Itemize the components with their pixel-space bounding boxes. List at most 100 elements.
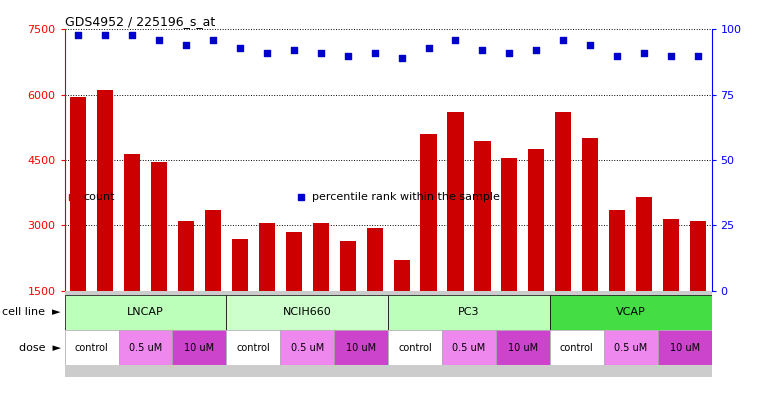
Text: 10 uM: 10 uM [508, 343, 538, 353]
Text: NCIH660: NCIH660 [283, 307, 332, 318]
Text: GSM1359777: GSM1359777 [209, 295, 218, 351]
Text: GSM1359771: GSM1359771 [693, 295, 702, 351]
Bar [582, 138, 598, 291]
Text: GSM1359764: GSM1359764 [343, 295, 352, 351]
Bar [603, 330, 658, 365]
Text: percentile rank within the sample: percentile rank within the sample [312, 191, 500, 202]
Point [153, 37, 165, 43]
Text: GSM1359780: GSM1359780 [451, 295, 460, 351]
Text: PC3: PC3 [458, 307, 479, 318]
Point [611, 52, 623, 59]
Point [234, 45, 246, 51]
Bar [388, 330, 442, 365]
Bar [232, 239, 248, 291]
Point [207, 37, 219, 43]
Text: GSM1359775: GSM1359775 [154, 295, 164, 351]
Text: 10 uM: 10 uM [346, 343, 376, 353]
Bar [97, 90, 113, 291]
Text: count: count [84, 191, 115, 202]
Text: GSM1359761: GSM1359761 [263, 295, 272, 351]
Bar [636, 197, 652, 291]
Point [396, 55, 408, 61]
Text: GSM1359763: GSM1359763 [317, 295, 325, 351]
Point [314, 50, 326, 56]
Text: GSM1359772: GSM1359772 [74, 295, 83, 351]
Bar [173, 330, 227, 365]
Text: GSM1359773: GSM1359773 [100, 295, 110, 351]
Text: GSM1359770: GSM1359770 [667, 295, 676, 351]
Bar [388, 295, 550, 330]
Bar [178, 221, 194, 291]
Bar [119, 330, 173, 365]
Text: GSM1359783: GSM1359783 [532, 295, 541, 351]
Point [72, 31, 84, 38]
Point [99, 31, 111, 38]
Bar [334, 330, 388, 365]
Bar [528, 149, 544, 291]
Text: LNCAP: LNCAP [127, 307, 164, 318]
Text: control: control [560, 343, 594, 353]
Point [450, 37, 462, 43]
Text: VCAP: VCAP [616, 307, 645, 318]
Bar [65, 330, 119, 365]
Text: control: control [237, 343, 270, 353]
Bar [690, 221, 706, 291]
Bar [663, 219, 679, 291]
Text: GSM1359767: GSM1359767 [586, 295, 595, 351]
Bar [151, 162, 167, 291]
Text: GSM1359782: GSM1359782 [505, 295, 514, 351]
Bar [124, 154, 140, 291]
Point [261, 50, 273, 56]
Text: 0.5 uM: 0.5 uM [129, 343, 162, 353]
Text: GSM1359762: GSM1359762 [289, 295, 298, 351]
Bar [65, 295, 227, 330]
Text: 0.5 uM: 0.5 uM [614, 343, 648, 353]
Text: GDS4952 / 225196_s_at: GDS4952 / 225196_s_at [65, 15, 215, 28]
Point [342, 52, 354, 59]
Point [692, 52, 704, 59]
Text: GSM1359779: GSM1359779 [424, 295, 433, 351]
Text: control: control [398, 343, 432, 353]
Text: GSM1359765: GSM1359765 [370, 295, 379, 351]
Bar [205, 210, 221, 291]
Text: GSM1359769: GSM1359769 [640, 295, 648, 351]
Bar [447, 112, 463, 291]
Text: dose  ►: dose ► [19, 343, 61, 353]
Bar [501, 158, 517, 291]
Point [584, 42, 597, 48]
Text: GSM1359768: GSM1359768 [613, 295, 622, 351]
Bar [285, 232, 302, 291]
Bar [227, 295, 388, 330]
Bar [339, 241, 356, 291]
Bar [421, 134, 437, 291]
Bar [280, 330, 334, 365]
Text: GSM1359781: GSM1359781 [478, 295, 487, 351]
Point [557, 37, 569, 43]
Point [665, 52, 677, 59]
Point [638, 50, 650, 56]
Text: 10 uM: 10 uM [184, 343, 215, 353]
Bar [259, 223, 275, 291]
Bar [313, 223, 329, 291]
Bar [658, 330, 712, 365]
Point [476, 47, 489, 53]
Bar [227, 330, 280, 365]
Point [368, 50, 380, 56]
Point [530, 47, 543, 53]
Bar [393, 260, 409, 291]
Text: control: control [75, 343, 109, 353]
Point [422, 45, 435, 51]
Text: 10 uM: 10 uM [670, 343, 699, 353]
Bar [70, 97, 86, 291]
Text: GSM1359776: GSM1359776 [181, 295, 190, 351]
Text: GSM1359766: GSM1359766 [559, 295, 568, 351]
Text: 0.5 uM: 0.5 uM [291, 343, 324, 353]
Bar [474, 141, 491, 291]
Bar [496, 330, 550, 365]
Text: GSM1359760: GSM1359760 [235, 295, 244, 351]
Text: GSM1359778: GSM1359778 [397, 295, 406, 351]
Bar [550, 295, 712, 330]
Text: GSM1359774: GSM1359774 [128, 295, 136, 351]
Bar [367, 228, 383, 291]
Text: 0.5 uM: 0.5 uM [452, 343, 486, 353]
